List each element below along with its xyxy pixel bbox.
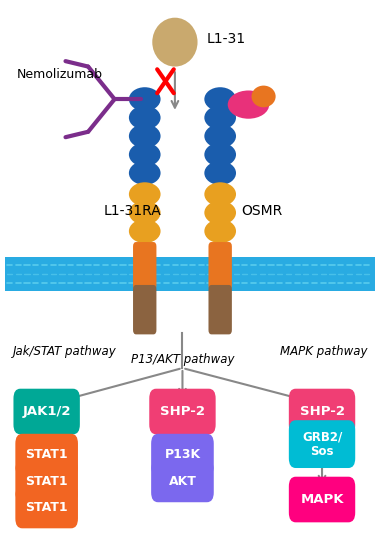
Ellipse shape xyxy=(204,201,236,224)
Ellipse shape xyxy=(129,219,161,243)
Ellipse shape xyxy=(204,182,236,206)
Text: MAPK: MAPK xyxy=(300,493,344,506)
FancyBboxPatch shape xyxy=(5,257,375,291)
FancyBboxPatch shape xyxy=(289,389,355,434)
Text: Nemolizumab: Nemolizumab xyxy=(16,68,103,81)
FancyBboxPatch shape xyxy=(209,242,232,290)
Ellipse shape xyxy=(252,86,276,108)
FancyBboxPatch shape xyxy=(209,285,232,334)
Ellipse shape xyxy=(204,143,236,167)
Ellipse shape xyxy=(129,201,161,224)
Text: STAT1: STAT1 xyxy=(25,474,68,488)
FancyBboxPatch shape xyxy=(15,486,78,529)
Ellipse shape xyxy=(129,161,161,185)
FancyBboxPatch shape xyxy=(133,285,157,334)
Text: L1-31: L1-31 xyxy=(207,32,246,46)
Text: STAT1: STAT1 xyxy=(25,448,68,461)
Ellipse shape xyxy=(129,87,161,111)
Text: GRB2/
Sos: GRB2/ Sos xyxy=(302,431,342,458)
Text: JAK1/2: JAK1/2 xyxy=(22,405,71,418)
FancyBboxPatch shape xyxy=(289,477,355,523)
FancyBboxPatch shape xyxy=(289,420,355,468)
Text: OSMR: OSMR xyxy=(241,204,282,217)
Text: Jak/STAT pathway: Jak/STAT pathway xyxy=(13,345,116,358)
Text: L1-31RA: L1-31RA xyxy=(103,204,161,217)
Ellipse shape xyxy=(129,143,161,167)
Text: SHP-2: SHP-2 xyxy=(299,405,345,418)
FancyBboxPatch shape xyxy=(151,434,214,476)
Ellipse shape xyxy=(228,91,269,118)
FancyBboxPatch shape xyxy=(149,389,216,434)
Ellipse shape xyxy=(129,182,161,206)
Text: STAT1: STAT1 xyxy=(25,501,68,514)
Ellipse shape xyxy=(204,106,236,129)
FancyBboxPatch shape xyxy=(133,242,157,290)
Text: P13K: P13K xyxy=(165,448,201,461)
Ellipse shape xyxy=(204,161,236,185)
Text: P13/AKT pathway: P13/AKT pathway xyxy=(131,353,234,366)
Ellipse shape xyxy=(129,106,161,129)
FancyBboxPatch shape xyxy=(15,460,78,502)
Ellipse shape xyxy=(204,87,236,111)
Text: AKT: AKT xyxy=(168,474,196,488)
FancyBboxPatch shape xyxy=(15,434,78,476)
Text: MAPK pathway: MAPK pathway xyxy=(280,345,367,358)
Text: SHP-2: SHP-2 xyxy=(160,405,205,418)
Ellipse shape xyxy=(204,219,236,243)
Ellipse shape xyxy=(152,17,198,67)
FancyBboxPatch shape xyxy=(13,389,80,434)
FancyBboxPatch shape xyxy=(151,460,214,502)
Ellipse shape xyxy=(204,124,236,148)
Ellipse shape xyxy=(129,124,161,148)
